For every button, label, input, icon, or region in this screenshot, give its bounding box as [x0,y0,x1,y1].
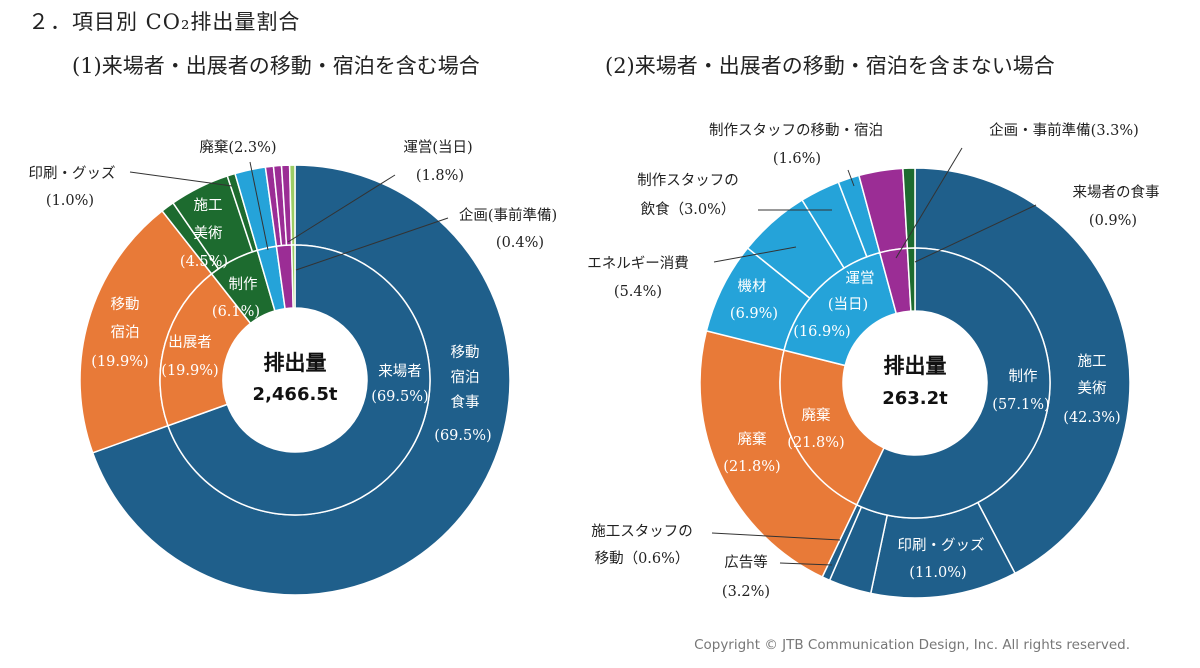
lbl-r-staff1: 制作スタッフの移動・宿泊 [709,122,883,139]
chart-left-hole [223,308,367,452]
right-center-title: 排出量 [884,354,947,378]
lbl-r-cstaff1: 施工スタッフの [591,523,693,540]
lbl-const-pct: (4.5%) [180,254,228,270]
lbl-ops: 運営(当日) [403,139,472,156]
leader-staff [847,169,855,187]
right-donut-chart [699,167,1131,599]
lbl-r-const2: 美術 [1078,380,1107,397]
leader-plan [895,147,963,259]
right-center-value: 263.2t [882,388,948,409]
right-chart-subtitle: (2)来場者・出展者の移動・宿泊を含まない場合 [605,54,1055,78]
lbl-r-print-pct: (11.0%) [909,565,966,581]
lbl-const1: 施工 [194,197,223,214]
lbl-prod-pct: (6.1%) [212,304,260,320]
lbl-r-ops1: 運営 [846,270,875,287]
right-leader-lines [711,147,1037,566]
lbl-exmove1: 移動 [111,296,140,313]
lbl-exhibitor: 出展者 [168,334,212,351]
lbl-visitor: 来場者 [378,363,422,380]
lbl-r-const1: 施工 [1078,353,1107,370]
left-labels: 来場者 (69.5%) 移動 宿泊 食事 (69.5%) 出展者 (19.9%)… [29,138,558,444]
lbl-r-plan: 企画・事前準備(3.3%) [989,121,1139,139]
lbl-print: 印刷・グッズ [29,165,116,182]
lbl-move-pct: (69.5%) [434,428,491,444]
copyright-notice: Copyright © JTB Communication Design, In… [694,637,1130,653]
lbl-r-prod: 制作 [1009,368,1038,385]
leader-waste [249,161,269,251]
lbl-plan-pct: (0.4%) [496,235,544,251]
left-center-title: 排出量 [264,351,327,375]
lbl-r-visfood-pct: (0.9%) [1089,213,1137,229]
lbl-r-equip: 機材 [738,278,767,295]
lbl-r-food1: 制作スタッフの [637,172,739,189]
leader-cstaff [711,532,841,541]
section-heading: ２．項目別 CO₂排出量割合 [28,6,300,36]
lbl-r-waste-in-pct: (21.8%) [787,435,844,451]
lbl-move2: 宿泊 [451,369,480,386]
lbl-r-prod-pct: (57.1%) [992,397,1049,413]
lbl-r-waste-out: 廃棄 [738,430,767,448]
heading-text: 項目別 CO₂排出量割合 [72,10,301,34]
lbl-ops-pct: (1.8%) [416,168,464,184]
left-chart-subtitle: (1)来場者・出展者の移動・宿泊を含む場合 [72,54,480,78]
leader-visfood [914,204,1037,263]
lbl-r-ops-pct: (16.9%) [793,324,850,340]
lbl-r-food2: 飲食（3.0%） [641,201,736,218]
lbl-r-ad-pct: (3.2%) [722,584,770,600]
lbl-exhibitor-pct: (19.9%) [161,363,218,379]
lbl-exmove2: 宿泊 [111,324,140,341]
leader-ad [779,562,833,566]
leader-plan [295,217,449,271]
lbl-prod: 制作 [229,276,258,293]
lbl-r-cstaff2: 移動（0.6%） [595,550,690,567]
lbl-r-ad: 広告等 [724,553,768,571]
lbl-r-ops2: (当日) [828,296,868,313]
lbl-r-waste-in: 廃棄 [802,406,831,424]
lbl-r-staff-pct: (1.6%) [773,151,821,167]
lbl-r-visfood: 来場者の食事 [1073,184,1160,201]
lbl-const2: 美術 [194,225,223,242]
lbl-r-equip-pct: (6.9%) [730,306,778,322]
left-leader-lines [129,161,449,271]
heading-number: ２． [28,10,72,34]
lbl-print-pct: (1.0%) [46,193,94,209]
lbl-r-energy: エネルギー消費 [587,255,689,272]
lbl-exmove-pct: (19.9%) [91,354,148,370]
lbl-visitor-pct: (69.5%) [371,389,428,405]
lbl-r-const-pct: (42.3%) [1063,410,1120,426]
right-labels: 制作 (57.1%) 施工 美術 (42.3%) 廃棄 (21.8%) 廃棄 (… [587,121,1159,600]
left-donut-chart [79,164,511,596]
lbl-r-print: 印刷・グッズ [898,537,985,554]
lbl-r-waste-out-pct: (21.8%) [723,459,780,475]
chart-right-hole [843,311,987,455]
leader-energy [713,246,797,263]
lbl-r-energy-pct: (5.4%) [614,284,662,300]
lbl-waste: 廃棄(2.3%) [199,138,276,156]
lbl-move1: 移動 [451,344,480,361]
lbl-plan: 企画(事前準備) [459,206,557,224]
lbl-move3: 食事 [451,394,480,411]
left-center-value: 2,466.5t [253,384,338,405]
leader-print [129,171,233,187]
leader-ops [287,174,396,243]
